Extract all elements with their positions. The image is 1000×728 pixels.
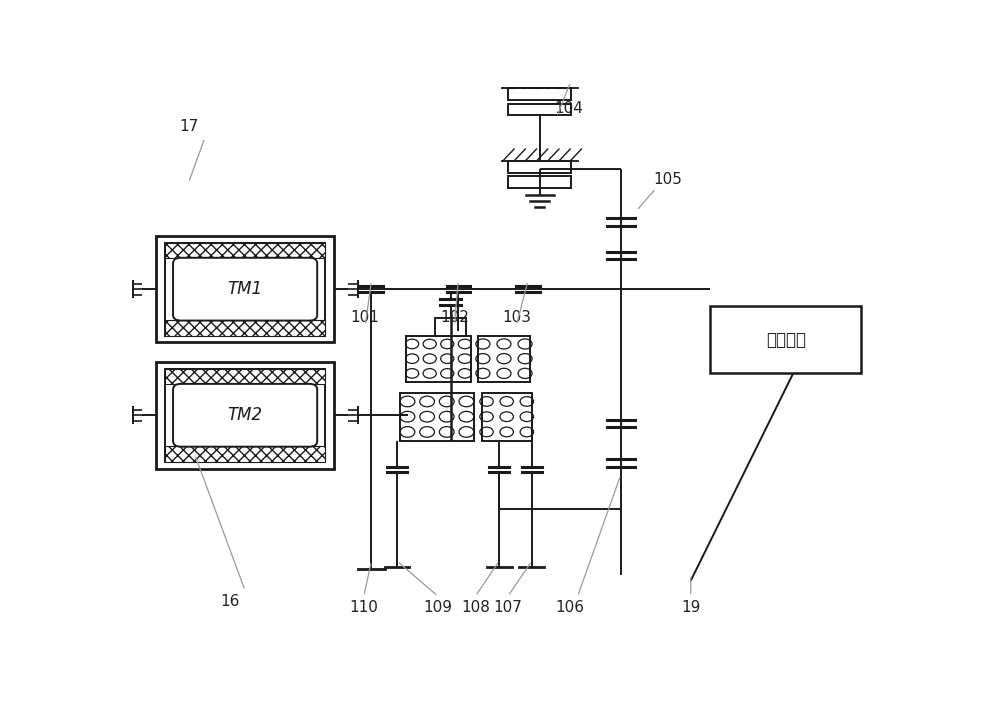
- Bar: [165, 446, 325, 462]
- Text: 103: 103: [502, 309, 531, 325]
- Bar: [156, 362, 334, 469]
- Text: 19: 19: [681, 600, 700, 615]
- Bar: [508, 176, 571, 188]
- Bar: [482, 393, 532, 440]
- Text: 108: 108: [461, 600, 490, 615]
- Text: 17: 17: [180, 119, 199, 134]
- Bar: [165, 320, 325, 336]
- Bar: [478, 336, 530, 381]
- Bar: [435, 317, 466, 336]
- Bar: [406, 336, 471, 381]
- Text: 105: 105: [653, 173, 682, 187]
- Text: 101: 101: [351, 309, 380, 325]
- Bar: [508, 103, 571, 115]
- Text: 107: 107: [493, 600, 522, 615]
- Bar: [165, 242, 325, 336]
- Text: TM1: TM1: [228, 280, 263, 298]
- Text: TM2: TM2: [228, 406, 263, 424]
- Text: 106: 106: [555, 600, 584, 615]
- Text: 16: 16: [220, 595, 239, 609]
- Bar: [165, 369, 325, 384]
- Bar: [400, 393, 474, 440]
- Text: 110: 110: [349, 600, 378, 615]
- FancyBboxPatch shape: [173, 258, 317, 320]
- Text: 109: 109: [424, 600, 453, 615]
- Bar: [508, 89, 571, 100]
- Bar: [165, 242, 325, 258]
- FancyBboxPatch shape: [173, 384, 317, 447]
- Text: 102: 102: [440, 309, 469, 325]
- Bar: [710, 306, 861, 373]
- Text: 104: 104: [554, 101, 583, 116]
- Bar: [165, 369, 325, 462]
- Bar: [156, 236, 334, 342]
- Text: 主減速器: 主減速器: [766, 331, 806, 349]
- Bar: [508, 162, 571, 173]
